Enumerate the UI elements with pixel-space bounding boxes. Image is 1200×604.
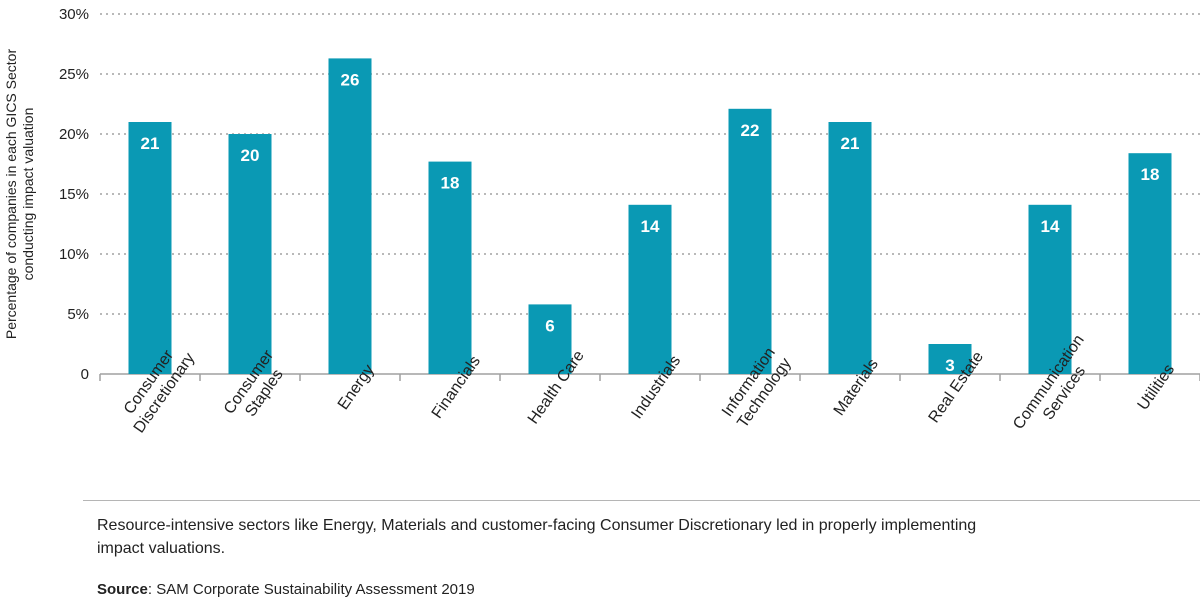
y-tick-label: 5% xyxy=(67,306,89,323)
bar xyxy=(128,122,172,374)
chart-source: Source: SAM Corporate Sustainability Ass… xyxy=(97,581,475,598)
data-label: 26 xyxy=(341,70,360,89)
bar xyxy=(828,122,872,374)
bar-chart: 0 5% 10% 15% 20% 25% 30% Percentage of companie… xyxy=(3,6,1200,436)
y-tick-label: 20% xyxy=(59,126,89,143)
source-label: Source xyxy=(97,581,148,598)
bar xyxy=(228,134,272,374)
y-tick-label: 30% xyxy=(59,6,89,23)
data-label: 21 xyxy=(141,134,160,153)
bar xyxy=(428,161,472,374)
caption-divider xyxy=(83,500,1200,501)
bar xyxy=(728,108,772,375)
bar xyxy=(328,58,372,375)
data-label: 22 xyxy=(741,121,760,140)
chart-caption: Resource-intensive sectors like Energy, … xyxy=(97,517,977,557)
bar xyxy=(1028,204,1072,374)
data-label: 14 xyxy=(1041,217,1060,236)
data-label: 18 xyxy=(1141,165,1160,184)
data-label: 6 xyxy=(545,316,554,335)
data-label: 18 xyxy=(441,174,460,193)
y-tick-label: 10% xyxy=(59,246,89,263)
y-tick-label: 0 xyxy=(81,366,89,383)
source-text: : SAM Corporate Sustainability Assessmen… xyxy=(147,581,475,598)
bar xyxy=(928,344,972,374)
bar xyxy=(528,304,572,374)
data-label: 21 xyxy=(841,134,860,153)
bar xyxy=(628,204,672,374)
y-axis-label: Percentage of companies in each GICS Sec… xyxy=(3,49,36,340)
y-tick-label: 25% xyxy=(59,66,89,83)
data-label: 20 xyxy=(241,146,260,165)
bar xyxy=(1128,153,1172,374)
data-label: 14 xyxy=(641,217,660,236)
data-label: 3 xyxy=(945,356,954,375)
y-tick-label: 15% xyxy=(59,186,89,203)
